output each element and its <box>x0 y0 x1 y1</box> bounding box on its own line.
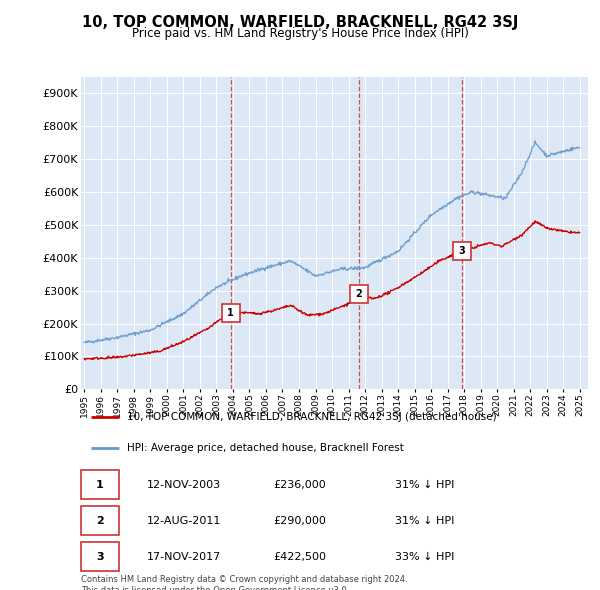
Text: £236,000: £236,000 <box>274 480 326 490</box>
Text: 12-NOV-2003: 12-NOV-2003 <box>147 480 221 490</box>
Text: Contains HM Land Registry data © Crown copyright and database right 2024.
This d: Contains HM Land Registry data © Crown c… <box>81 575 407 590</box>
Text: 31% ↓ HPI: 31% ↓ HPI <box>395 480 455 490</box>
Text: 3: 3 <box>96 552 104 562</box>
FancyBboxPatch shape <box>81 542 119 571</box>
Text: 2: 2 <box>355 289 362 299</box>
FancyBboxPatch shape <box>81 506 119 535</box>
Text: 31% ↓ HPI: 31% ↓ HPI <box>395 516 455 526</box>
FancyBboxPatch shape <box>81 470 119 499</box>
Text: £290,000: £290,000 <box>274 516 326 526</box>
Text: 3: 3 <box>459 246 466 256</box>
Text: 10, TOP COMMON, WARFIELD, BRACKNELL, RG42 3SJ: 10, TOP COMMON, WARFIELD, BRACKNELL, RG4… <box>82 15 518 30</box>
Text: £422,500: £422,500 <box>274 552 326 562</box>
Text: 33% ↓ HPI: 33% ↓ HPI <box>395 552 455 562</box>
Text: HPI: Average price, detached house, Bracknell Forest: HPI: Average price, detached house, Brac… <box>127 442 404 453</box>
Text: 17-NOV-2017: 17-NOV-2017 <box>147 552 221 562</box>
Text: 1: 1 <box>96 480 104 490</box>
Text: 10, TOP COMMON, WARFIELD, BRACKNELL, RG42 3SJ (detached house): 10, TOP COMMON, WARFIELD, BRACKNELL, RG4… <box>127 412 496 422</box>
Text: 2: 2 <box>96 516 104 526</box>
Text: Price paid vs. HM Land Registry's House Price Index (HPI): Price paid vs. HM Land Registry's House … <box>131 27 469 40</box>
Text: 1: 1 <box>227 308 234 318</box>
Text: 12-AUG-2011: 12-AUG-2011 <box>147 516 221 526</box>
